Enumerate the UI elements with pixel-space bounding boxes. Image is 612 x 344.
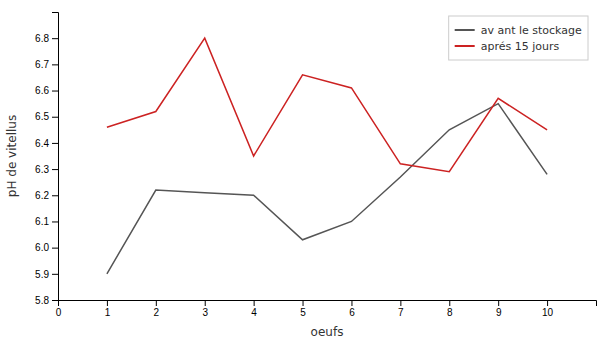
y-tick-label: 5.8 [35,295,49,306]
y-tick-mark [52,300,58,301]
y-tick: 6.0 [35,242,58,253]
y-tick-label: 6.7 [35,59,49,70]
y-axis: 5.8 5.9 6.0 6.1 6.2 6.3 6.4 6.5 6.6 6.7 6.8 [35,13,58,306]
x-tick-mark [303,300,304,306]
x-tick-mark [449,300,450,306]
y-tick-mark [52,248,58,249]
y-tick-label: 6.2 [35,190,49,201]
x-tick-mark [400,300,401,306]
series-line [107,104,547,274]
x-tick: 8 [447,300,453,318]
y-tick-label: 6.8 [35,33,49,44]
x-tick-label: 3 [202,307,208,318]
x-tick-mark [351,300,352,306]
x-tick-label: 6 [349,307,355,318]
y-tick: 6.5 [35,111,58,122]
x-tick: 2 [154,300,160,318]
y-tick-mark [52,221,58,222]
y-axis-line [52,13,59,301]
chart: 0 1 2 3 4 5 6 7 8 9 10 5.8 5.9 6.0 6.1 6.2 6.3 6.4 6.5 6.6 6… [0,0,612,344]
legend-swatch [455,29,475,31]
y-tick-label: 6.3 [35,164,49,175]
y-tick: 6.2 [35,190,58,201]
x-tick-mark [107,300,108,306]
x-axis-line [59,301,597,307]
y-tick-mark [52,274,58,275]
x-tick-mark [498,300,499,306]
legend-label: aprés 15 jours [481,40,560,53]
y-tick-label: 6.4 [35,138,49,149]
x-tick-label: 7 [398,307,404,318]
y-tick-mark [52,143,58,144]
y-tick-label: 5.9 [35,269,49,280]
y-tick-label: 6.0 [35,242,49,253]
x-tick: 3 [202,300,208,318]
x-tick-label: 1 [105,307,111,318]
x-tick: 4 [251,300,257,318]
y-tick-mark [52,169,58,170]
y-tick: 6.1 [35,216,58,227]
y-tick: 5.9 [35,269,58,280]
y-tick: 6.7 [35,59,58,70]
y-tick: 6.3 [35,164,58,175]
plot: 0 1 2 3 4 5 6 7 8 9 10 5.8 5.9 6.0 6.1 6.2 6.3 6.4 6.5 6.6 6… [35,13,596,319]
y-tick-mark [52,91,58,92]
x-tick-label: 9 [496,307,502,318]
lines [107,38,547,274]
legend-label: av ant le stockage [481,24,582,37]
legend-box [449,16,588,60]
x-tick: 1 [105,300,111,318]
x-axis: 0 1 2 3 4 5 6 7 8 9 10 [56,300,597,318]
legend: av ant le stockage aprés 15 jours [449,16,588,60]
y-tick-mark [52,38,58,39]
y-tick-mark [52,64,58,65]
x-tick: 10 [542,300,554,318]
x-tick-mark [254,300,255,306]
legend-item: aprés 15 jours [455,40,560,53]
y-tick: 6.8 [35,33,58,44]
y-tick-label: 6.1 [35,216,49,227]
x-tick-label: 0 [56,307,62,318]
x-tick: 7 [398,300,404,318]
y-tick-mark [52,117,58,118]
x-tick-label: 2 [154,307,160,318]
y-tick: 6.6 [35,85,58,96]
x-tick-label: 5 [300,307,306,318]
y-tick-label: 6.5 [35,111,49,122]
x-tick: 5 [300,300,306,318]
x-tick-label: 8 [447,307,453,318]
x-tick: 0 [56,300,62,318]
y-axis-title: pH de vitellus [5,115,19,197]
legend-swatch [455,45,475,47]
y-tick-mark [52,195,58,196]
y-tick-label: 6.6 [35,85,49,96]
x-tick-mark [205,300,206,306]
x-axis-title: oeufs [311,325,344,339]
x-tick-label: 10 [542,307,554,318]
x-tick-label: 4 [251,307,257,318]
x-tick: 6 [349,300,355,318]
y-tick: 5.8 [35,295,58,306]
x-tick: 9 [496,300,502,318]
x-tick-mark [547,300,548,306]
x-tick-mark [156,300,157,306]
y-tick: 6.4 [35,138,58,149]
legend-item: av ant le stockage [455,24,582,37]
